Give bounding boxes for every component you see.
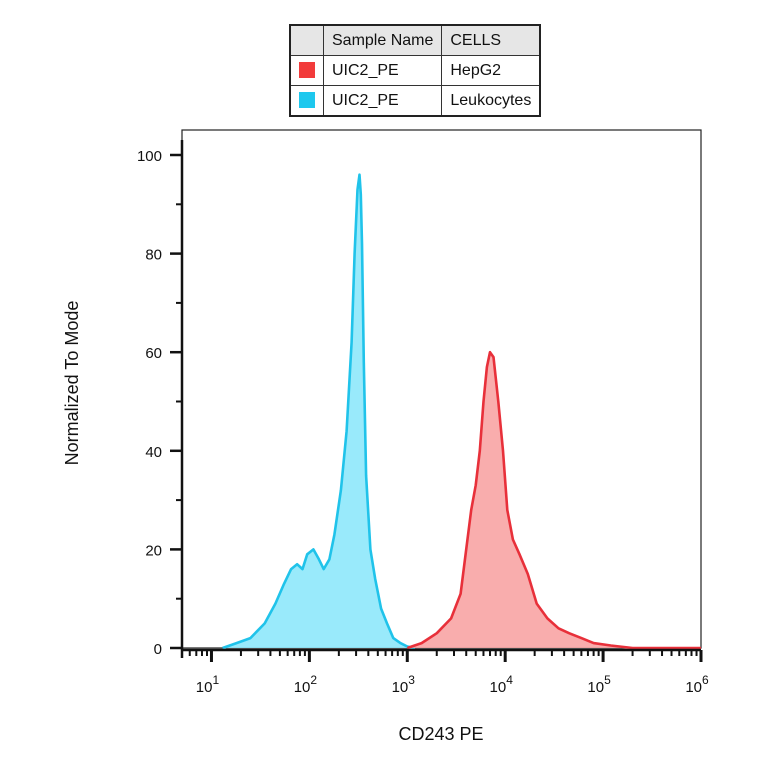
x-tick-label: 101 [196,673,220,696]
legend-row-leukocytes: UIC2_PE Leukocytes [289,85,541,117]
plot-frame [181,129,702,649]
legend-header-cells: CELLS [441,24,541,56]
x-axis-title: CD243 PE [398,724,483,744]
legend-cells-name: Leukocytes [441,85,541,117]
series-line-leukocytes [222,173,416,650]
y-tick-label: 100 [137,148,162,165]
y-axis-title: Normalized To Mode [62,301,82,466]
series-layer [222,173,701,650]
y-tick-label: 40 [145,444,162,461]
x-tick-label: 102 [294,673,318,696]
x-tick-label: 105 [587,673,611,696]
x-tick-label: 103 [392,673,416,696]
legend-swatch-cell [289,85,324,117]
axis-layer: 0 20 40 60 80 100 101 102 103 104 105 106 [137,140,709,696]
series-area-hepg2 [407,352,701,648]
legend-table: Sample Name CELLS UIC2_PE HepG2 UIC2_PE … [289,24,542,117]
y-tick-label: 0 [154,641,162,658]
legend-sample-name: UIC2_PE [322,85,443,117]
legend-sample-name: UIC2_PE [322,55,443,86]
x-tick-label: 106 [685,673,709,696]
legend-swatch-cell [289,55,324,86]
legend-cells-name: HepG2 [441,55,541,86]
legend-row-hepg2: UIC2_PE HepG2 [289,55,541,86]
series-line-hepg2 [406,350,701,650]
y-tick-label: 60 [145,345,162,362]
legend-swatch-cyan [299,92,315,109]
y-tick-label: 20 [145,542,162,559]
legend-swatch-red [299,62,315,79]
y-tick-label: 80 [145,247,162,264]
series-area-leukocytes [222,174,415,648]
x-tick-label: 104 [490,673,514,696]
